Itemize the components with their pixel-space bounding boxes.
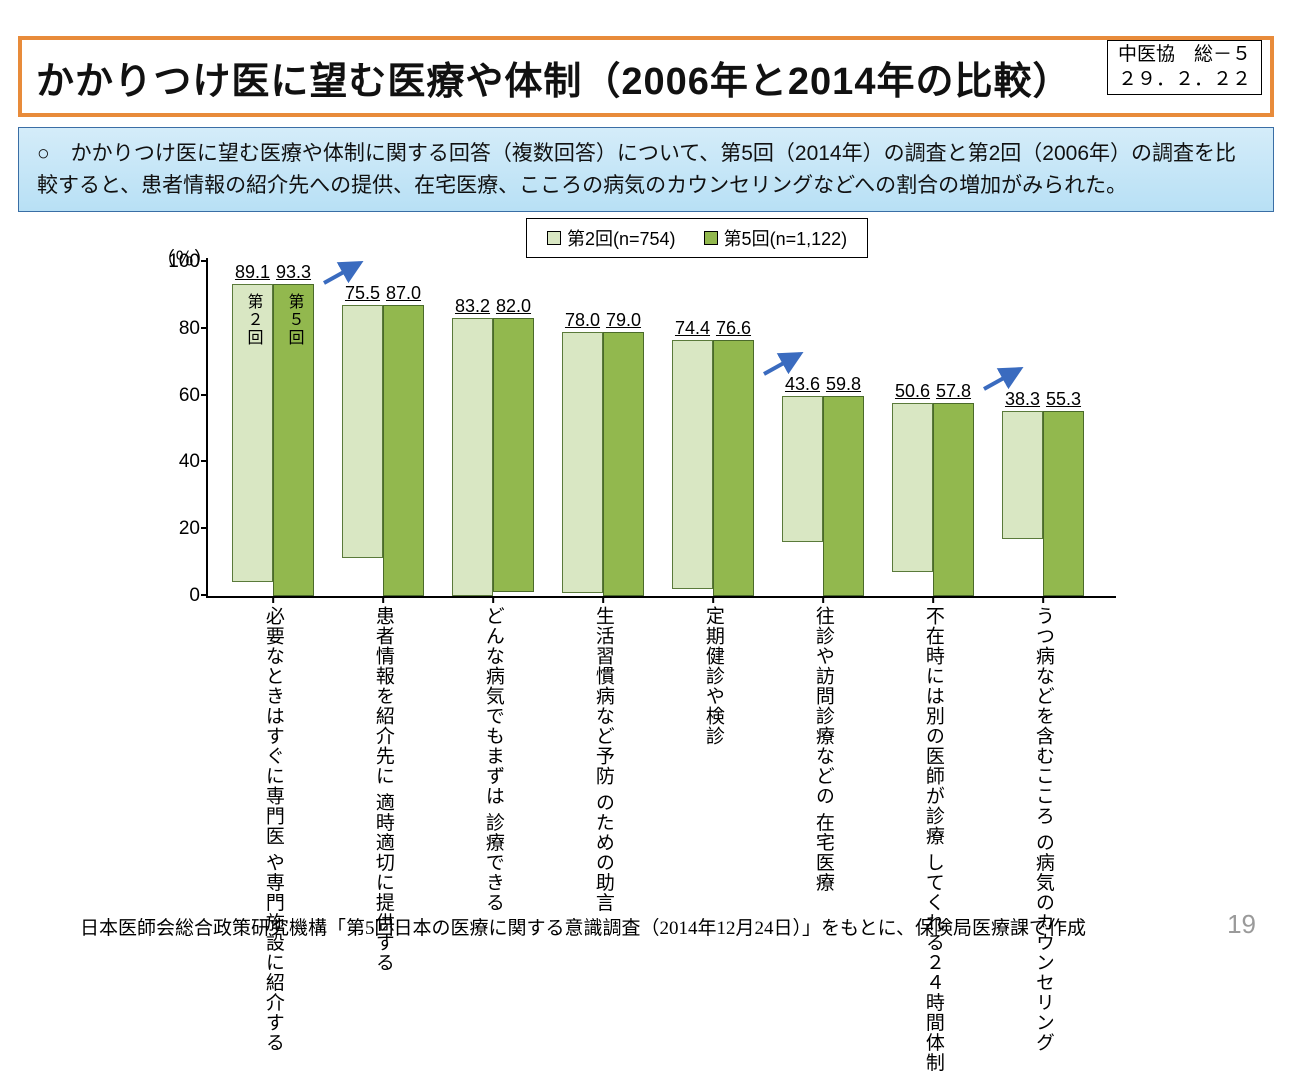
chart-legend: 第2回(n=754) 第5回(n=1,122) (526, 218, 868, 258)
y-tick-mark (201, 460, 206, 462)
y-tick-label: 100 (168, 251, 200, 273)
y-tick-mark (201, 527, 206, 529)
increase-arrow-icon (758, 348, 808, 378)
x-axis-label: 必要なときはすぐに専門医 や専門施設に紹介する (260, 598, 286, 1052)
x-axis-label: 往診や訪問診療などの 在宅医療 (810, 598, 836, 892)
bar-series2: 79.0 (603, 332, 644, 596)
x-axis-label: 不在時には別の医師が診療 してくれる２４時間体制 (920, 598, 946, 1072)
bar-series1: 78.0 (562, 332, 603, 593)
bar-group: 43.659.8 (782, 396, 864, 596)
increase-arrow-icon (318, 257, 368, 287)
bar-series1: 89.1第２回 (232, 284, 273, 582)
x-tick-mark (382, 598, 384, 603)
x-axis-label: 生活習慣病など予防 のための助言 (590, 598, 616, 912)
x-tick-mark (1042, 598, 1044, 603)
x-axis-label: 定期健診や検診 (700, 598, 726, 746)
y-axis-line (206, 258, 208, 596)
bar-series2: 57.8 (933, 403, 974, 596)
page-title: かかりつけ医に望む医療や体制（2006年と2014年の比較） (36, 50, 1256, 105)
y-tick-label: 20 (179, 518, 200, 540)
x-tick-mark (932, 598, 934, 603)
bar-group: 89.1第２回93.3第５回 (232, 284, 314, 596)
bar-group: 38.355.3 (1002, 411, 1084, 596)
bar-value-label: 59.8 (826, 374, 861, 395)
bar-inline-label: 第５回 (282, 293, 306, 347)
bar-value-label: 89.1 (235, 262, 270, 283)
stamp-line2: ２９．２．２２ (1118, 68, 1251, 93)
legend-label-2: 第5回(n=1,122) (724, 225, 848, 251)
bar-value-label: 87.0 (386, 283, 421, 304)
document-stamp: 中医協 総－５ ２９．２．２２ (1107, 40, 1262, 95)
bar-value-label: 50.6 (895, 381, 930, 402)
bar-series2: 59.8 (823, 396, 864, 596)
description-box: ○ かかりつけ医に望む医療や体制に関する回答（複数回答）について、第5回（201… (18, 127, 1274, 212)
bar-group: 50.657.8 (892, 403, 974, 596)
bar-value-label: 55.3 (1046, 389, 1081, 410)
bar-series1: 74.4 (672, 340, 713, 588)
y-tick-mark (201, 594, 206, 596)
description-text: ○ かかりつけ医に望む医療や体制に関する回答（複数回答）について、第5回（201… (37, 142, 1236, 197)
x-tick-mark (272, 598, 274, 603)
bar-series1: 43.6 (782, 396, 823, 542)
bar-chart: （％） 第2回(n=754) 第5回(n=1,122) 020406080100… (146, 218, 1146, 878)
bar-value-label: 57.8 (936, 381, 971, 402)
bar-series1: 75.5 (342, 305, 383, 557)
y-tick-mark (201, 260, 206, 262)
bar-group: 83.282.0 (452, 318, 534, 596)
x-tick-mark (492, 598, 494, 603)
y-tick-label: 0 (189, 585, 200, 607)
bar-value-label: 83.2 (455, 296, 490, 317)
bar-series1: 83.2 (452, 318, 493, 596)
bar-series2: 55.3 (1043, 411, 1084, 596)
bar-group: 74.476.6 (672, 340, 754, 596)
bar-series2: 76.6 (713, 340, 754, 596)
plot-area: 02040608010089.1第２回93.3第５回75.587.083.282… (206, 264, 1116, 598)
bar-value-label: 93.3 (276, 262, 311, 283)
x-tick-mark (602, 598, 604, 603)
legend-item-series1: 第2回(n=754) (547, 225, 676, 251)
bar-series2: 93.3第５回 (273, 284, 314, 596)
bar-value-label: 79.0 (606, 310, 641, 331)
y-tick-mark (201, 327, 206, 329)
bar-inline-label: 第２回 (241, 293, 265, 347)
x-tick-mark (822, 598, 824, 603)
legend-item-series2: 第5回(n=1,122) (704, 225, 848, 251)
increase-arrow-icon (978, 363, 1028, 393)
bar-group: 78.079.0 (562, 332, 644, 596)
x-tick-mark (712, 598, 714, 603)
bar-value-label: 74.4 (675, 318, 710, 339)
y-tick-label: 80 (179, 318, 200, 340)
legend-swatch-1 (547, 231, 561, 245)
bar-series2: 82.0 (493, 318, 534, 592)
y-tick-mark (201, 394, 206, 396)
bar-value-label: 78.0 (565, 310, 600, 331)
y-tick-label: 60 (179, 385, 200, 407)
legend-swatch-2 (704, 231, 718, 245)
legend-label-1: 第2回(n=754) (567, 225, 676, 251)
bar-group: 75.587.0 (342, 305, 424, 596)
bar-value-label: 82.0 (496, 296, 531, 317)
stamp-line1: 中医協 総－５ (1118, 43, 1251, 68)
bar-series2: 87.0 (383, 305, 424, 596)
title-box: かかりつけ医に望む医療や体制（2006年と2014年の比較） (18, 36, 1274, 117)
bar-series1: 38.3 (1002, 411, 1043, 539)
x-axis-label: うつ病などを含むこころ の病気のカウンセリング (1030, 598, 1056, 1052)
bar-series1: 50.6 (892, 403, 933, 572)
x-axis-label: どんな病気でもまずは 診療できる (480, 598, 506, 912)
source-citation: 日本医師会総合政策研究機構「第5回日本の医療に関する意識調査（2014年12月2… (80, 913, 1086, 940)
bar-value-label: 76.6 (716, 318, 751, 339)
y-tick-label: 40 (179, 451, 200, 473)
